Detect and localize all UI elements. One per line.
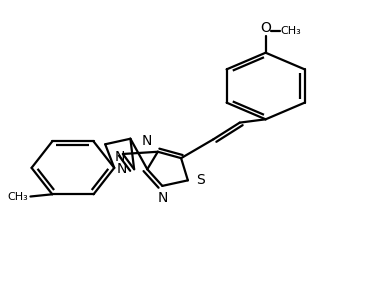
Text: S: S <box>196 173 205 187</box>
Text: N: N <box>116 162 127 176</box>
Text: N: N <box>115 149 125 164</box>
Text: N: N <box>142 134 152 148</box>
Text: CH₃: CH₃ <box>8 192 29 201</box>
Text: O: O <box>260 21 271 35</box>
Text: CH₃: CH₃ <box>280 26 301 36</box>
Text: N: N <box>158 191 168 205</box>
